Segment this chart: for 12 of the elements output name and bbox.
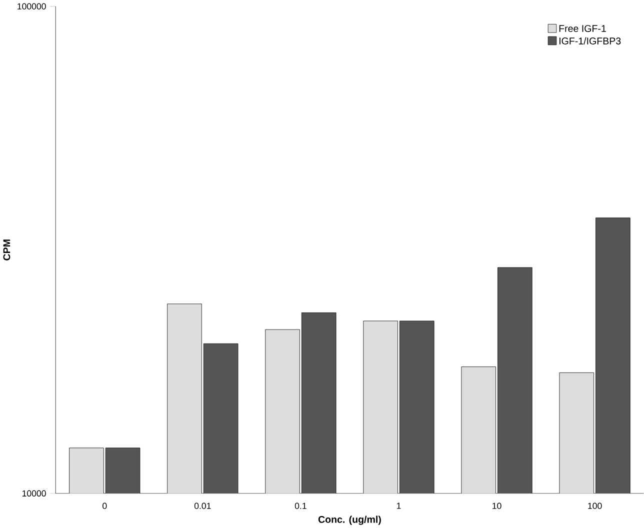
y-tick-label: 10000 xyxy=(22,490,46,496)
x-tick-label: 0.1 xyxy=(294,502,306,509)
x-tick-label: 1 xyxy=(396,502,401,509)
x-tick-label: 0.01 xyxy=(194,502,211,509)
y-tick-label: 100000 xyxy=(18,3,46,10)
legend-label: IGF-1/IGFBP3 xyxy=(559,37,621,44)
x-tick-label: 10 xyxy=(492,502,502,509)
legend-label: Free IGF-1 xyxy=(559,24,606,32)
x-tick-label: 0 xyxy=(102,502,107,509)
y-axis-title: CPM xyxy=(3,240,10,260)
x-axis-title: Conc. (ug/ml) xyxy=(318,516,381,525)
x-tick-label: 100 xyxy=(588,502,602,509)
